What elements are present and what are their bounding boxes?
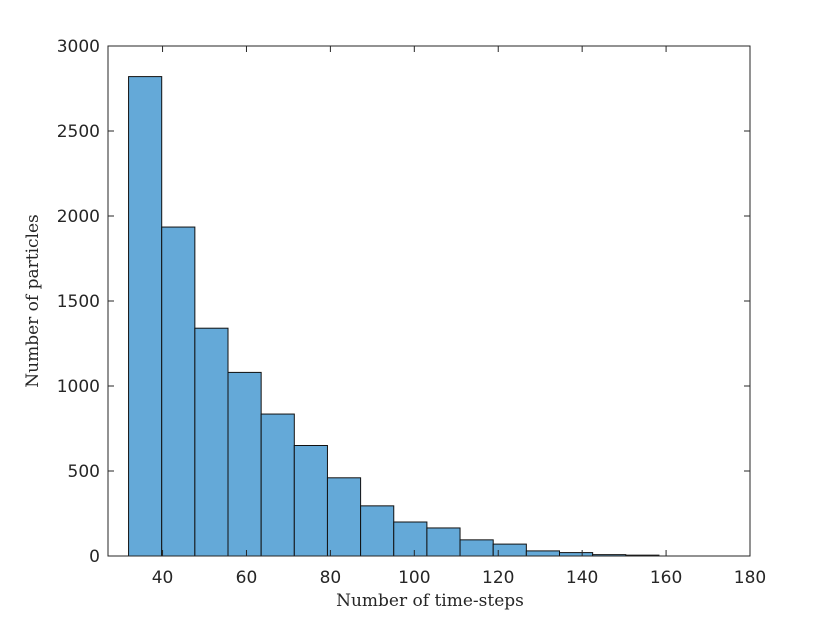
y-tick-label: 1000 — [57, 377, 100, 397]
histogram-bar — [128, 76, 163, 557]
y-tick-label: 2500 — [57, 122, 100, 142]
y-tick-label: 1500 — [57, 292, 100, 312]
x-axis: 40 60 80 100 120 140 160 180 — [152, 46, 766, 588]
y-tick-label: 2000 — [57, 207, 100, 227]
histogram-bar — [426, 527, 461, 557]
bars-group — [128, 76, 660, 557]
histogram-bar — [525, 550, 560, 557]
histogram-bar — [360, 505, 395, 557]
x-tick-label: 180 — [734, 568, 766, 588]
x-tick-label: 80 — [320, 568, 342, 588]
x-tick-label: 40 — [152, 568, 174, 588]
y-tick-label: 3000 — [57, 37, 100, 57]
y-axis: 0 500 1000 1500 2000 2500 3000 — [57, 37, 750, 567]
histogram-bar — [293, 445, 328, 557]
histogram-bar — [459, 539, 494, 557]
histogram-bar — [393, 521, 428, 557]
histogram-bar — [558, 552, 594, 557]
x-tick-label: 60 — [236, 568, 258, 588]
x-axis-label: Number of time-steps — [336, 591, 524, 611]
histogram-bar — [194, 327, 229, 557]
x-tick-label: 100 — [398, 568, 430, 588]
x-tick-label: 120 — [482, 568, 514, 588]
y-tick-label: 500 — [68, 462, 100, 482]
y-tick-label: 0 — [89, 547, 100, 567]
x-tick-label: 160 — [650, 568, 682, 588]
histogram-bar — [260, 413, 295, 557]
histogram-bar — [326, 477, 362, 557]
histogram-bar — [161, 226, 196, 557]
y-axis-label: Number of particles — [23, 214, 43, 388]
x-tick-label: 140 — [566, 568, 598, 588]
histogram-bar — [227, 371, 262, 557]
